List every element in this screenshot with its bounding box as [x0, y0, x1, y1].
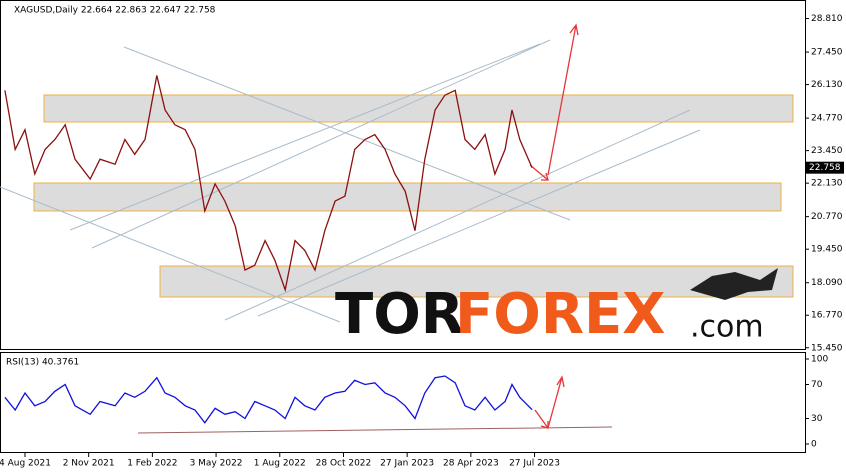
- trend-line: [0, 186, 341, 323]
- x-tick-label: 1 Feb 2022: [127, 459, 177, 469]
- x-tick-label: 1 Aug 2022: [254, 459, 306, 469]
- last-price-label: 22.758: [809, 163, 841, 173]
- x-tick-label: 27 Jul 2023: [509, 459, 560, 469]
- logo-com: .com: [690, 310, 764, 345]
- y-tick-label: 100: [811, 355, 828, 365]
- rsi-trend-line: [137, 426, 613, 434]
- y-tick-label: 28.810: [811, 14, 843, 24]
- x-tick-label: 27 Jan 2023: [380, 459, 434, 469]
- price-line: [4, 75, 533, 293]
- trend-line: [91, 39, 551, 249]
- chart-title: XAGUSD,Daily 22.664 22.863 22.647 22.758: [14, 6, 216, 16]
- y-tick-label: 30: [811, 414, 823, 424]
- y-tick-label: 18.090: [811, 278, 843, 288]
- y-tick-label: 24.770: [811, 114, 843, 124]
- y-tick-label: 70: [811, 380, 823, 390]
- rsi-panel: [0, 352, 806, 453]
- y-tick-label: 20.770: [811, 212, 843, 222]
- arrow: [547, 23, 579, 176]
- trend-line: [257, 129, 701, 317]
- x-tick-label: 28 Apr 2023: [443, 459, 499, 469]
- logo-bull: [690, 268, 778, 300]
- support-zone: [159, 265, 794, 298]
- arrow: [529, 164, 549, 181]
- y-tick-label: 26.130: [811, 80, 843, 90]
- rsi-title: RSI(13) 40.3761: [6, 358, 79, 368]
- resistance-zone: [43, 94, 794, 123]
- price-line: [4, 375, 533, 424]
- last-price-box: [806, 161, 844, 174]
- y-tick-label: 15.450: [811, 343, 843, 353]
- x-tick-label: 3 May 2022: [190, 459, 243, 469]
- arrow: [547, 375, 565, 429]
- y-tick-label: 0: [811, 440, 817, 450]
- x-tick-label: 4 Aug 2021: [0, 459, 51, 469]
- support-zone: [33, 182, 782, 212]
- y-tick-label: 23.450: [811, 146, 843, 156]
- x-tick-label: 28 Oct 2022: [316, 459, 372, 469]
- trend-line: [69, 43, 541, 231]
- arrows: [529, 23, 579, 429]
- trend-line: [224, 109, 691, 321]
- logo-forex: FOREX: [455, 282, 665, 347]
- x-tick-label: 2 Nov 2021: [63, 459, 115, 469]
- y-tick-label: 19.450: [811, 245, 843, 255]
- y-tick-label: 27.450: [811, 48, 843, 58]
- trend-line: [123, 46, 571, 221]
- y-tick-label: 16.770: [811, 311, 843, 321]
- logo-tor: TOR: [335, 282, 464, 347]
- trend-lines: [0, 39, 701, 434]
- y-tick-label: 22.130: [811, 179, 843, 189]
- watermark: TOR FOREX .com: [335, 268, 778, 347]
